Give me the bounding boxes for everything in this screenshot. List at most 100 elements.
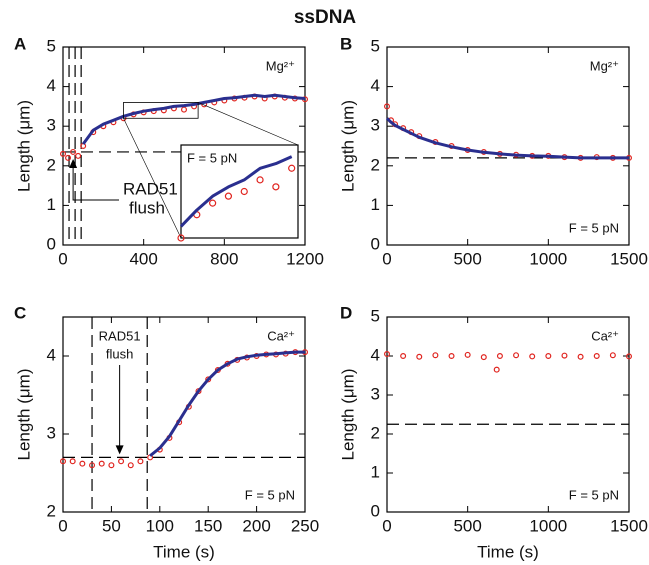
- data-point: [384, 103, 391, 110]
- y-tick-label: 2: [371, 155, 380, 174]
- y-axis-label: Length (μm): [338, 369, 357, 461]
- y-axis-label: Length (μm): [338, 100, 357, 192]
- panel-label: A: [14, 34, 26, 53]
- data-point: [448, 353, 455, 360]
- x-tick-label: 500: [453, 516, 481, 535]
- y-tick-label: 0: [47, 234, 56, 253]
- force-label: F = 5 pN: [245, 487, 295, 502]
- y-tick-label: 3: [47, 116, 56, 135]
- y-tick-label: 2: [47, 155, 56, 174]
- y-tick-label: 3: [371, 116, 380, 135]
- x-tick-label: 0: [382, 249, 391, 268]
- y-tick-label: 1: [371, 195, 380, 214]
- y-tick-label: 5: [47, 36, 56, 55]
- data-point: [118, 458, 125, 465]
- data-point: [609, 352, 616, 359]
- data-point: [79, 460, 86, 467]
- zoom-connector: [123, 118, 182, 239]
- data-point: [432, 352, 439, 359]
- data-point: [288, 164, 296, 172]
- y-tick-label: 1: [47, 195, 56, 214]
- data-point: [593, 353, 600, 360]
- x-tick-label: 150: [194, 516, 222, 535]
- data-point: [108, 462, 115, 469]
- y-tick-label: 4: [47, 76, 56, 95]
- x-tick-label: 1500: [610, 249, 648, 268]
- force-label: F = 5 pN: [569, 487, 619, 502]
- data-point: [272, 183, 280, 191]
- data-point: [496, 353, 503, 360]
- x-tick-label: 0: [58, 516, 67, 535]
- data-point: [480, 354, 487, 361]
- data-point: [209, 199, 217, 207]
- y-tick-label: 5: [371, 36, 380, 55]
- fit-line: [81, 93, 306, 145]
- x-tick-label: 200: [242, 516, 270, 535]
- y-tick-label: 4: [47, 345, 56, 364]
- y-tick-label: 4: [371, 345, 380, 364]
- y-axis-label: Length (μm): [14, 100, 33, 192]
- x-tick-label: 800: [210, 249, 238, 268]
- data-point: [256, 176, 264, 184]
- arrow: [72, 159, 119, 201]
- data-point: [89, 462, 96, 469]
- y-tick-label: 2: [371, 423, 380, 442]
- x-axis-label: Time (s): [153, 542, 215, 561]
- plot-frame: [62, 316, 306, 513]
- data-point: [513, 352, 520, 359]
- ion-label: Mg²⁺: [266, 58, 295, 73]
- data-point: [70, 148, 77, 155]
- data-point: [98, 460, 105, 467]
- data-point: [59, 458, 66, 465]
- data-point: [65, 154, 72, 161]
- data-point: [59, 150, 66, 157]
- y-tick-label: 3: [47, 423, 56, 442]
- fit-line: [179, 155, 293, 228]
- plot-frame: [62, 46, 306, 246]
- x-tick-label: 0: [382, 516, 391, 535]
- x-tick-label: 0: [58, 249, 67, 268]
- data-point: [224, 192, 233, 200]
- x-tick-label: 1000: [529, 516, 567, 535]
- force-label: F = 5 pN: [569, 220, 619, 235]
- y-axis-label: Length (μm): [14, 369, 33, 461]
- data-point: [400, 353, 407, 360]
- y-tick-label: 0: [371, 501, 380, 520]
- data-point: [205, 376, 212, 383]
- data-point: [625, 353, 632, 360]
- data-point: [561, 352, 568, 359]
- y-tick-label: 0: [371, 234, 380, 253]
- zoom-connector: [197, 102, 299, 146]
- data-point: [127, 462, 134, 469]
- y-tick-label: 3: [371, 384, 380, 403]
- data-point: [240, 187, 248, 196]
- arrow-head: [115, 445, 124, 455]
- y-tick-label: 2: [47, 501, 56, 520]
- annotation: flush: [129, 198, 165, 217]
- data-point: [181, 106, 188, 113]
- figure-title: ssDNA: [294, 7, 357, 28]
- zoom-window: [123, 102, 199, 119]
- panel-label: B: [340, 34, 352, 53]
- data-point: [416, 353, 423, 360]
- annotation: flush: [106, 346, 133, 361]
- x-tick-label: 1500: [610, 516, 648, 535]
- panel-label: C: [14, 303, 26, 322]
- y-tick-label: 4: [371, 76, 380, 95]
- data-point: [464, 351, 471, 358]
- ion-label: Ca²⁺: [267, 328, 295, 343]
- force-label: F = 5 pN: [187, 150, 237, 165]
- x-tick-label: 400: [129, 249, 157, 268]
- x-tick-label: 1200: [286, 249, 324, 268]
- data-point: [177, 234, 185, 242]
- data-point: [529, 353, 536, 360]
- x-tick-label: 1000: [529, 249, 567, 268]
- data-point: [137, 458, 144, 465]
- x-tick-label: 50: [102, 516, 121, 535]
- x-tick-label: 100: [146, 516, 174, 535]
- annotation: RAD51: [123, 179, 178, 198]
- x-tick-label: 250: [291, 516, 319, 535]
- fit-line: [385, 117, 629, 160]
- plot-frame: [386, 316, 630, 513]
